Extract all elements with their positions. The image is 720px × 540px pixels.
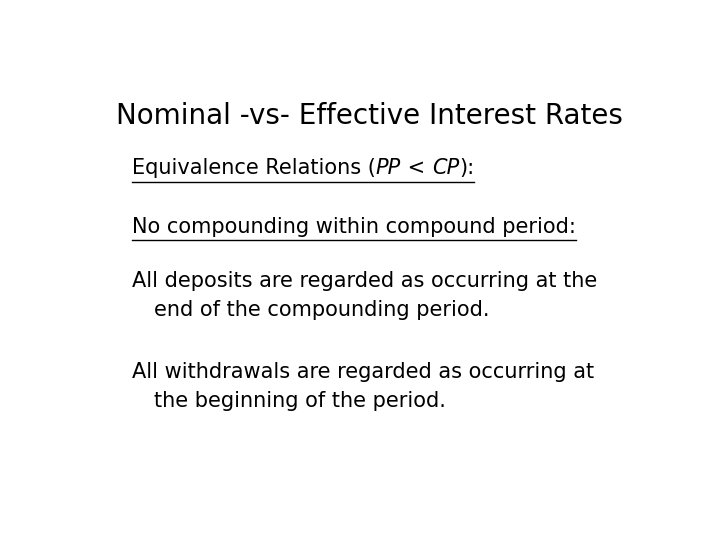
- Text: ):: ):: [459, 158, 474, 178]
- Text: Equivalence Relations (: Equivalence Relations (: [132, 158, 376, 178]
- Text: <: <: [401, 158, 432, 178]
- Text: All withdrawals are regarded as occurring at: All withdrawals are regarded as occurrin…: [132, 362, 594, 382]
- Text: CP: CP: [432, 158, 459, 178]
- Text: the beginning of the period.: the beginning of the period.: [154, 391, 446, 411]
- Text: end of the compounding period.: end of the compounding period.: [154, 300, 490, 320]
- Text: PP: PP: [376, 158, 401, 178]
- Text: All deposits are regarded as occurring at the: All deposits are regarded as occurring a…: [132, 271, 597, 291]
- Text: No compounding within compound period:: No compounding within compound period:: [132, 217, 576, 237]
- Text: Nominal -vs- Effective Interest Rates: Nominal -vs- Effective Interest Rates: [116, 102, 622, 130]
